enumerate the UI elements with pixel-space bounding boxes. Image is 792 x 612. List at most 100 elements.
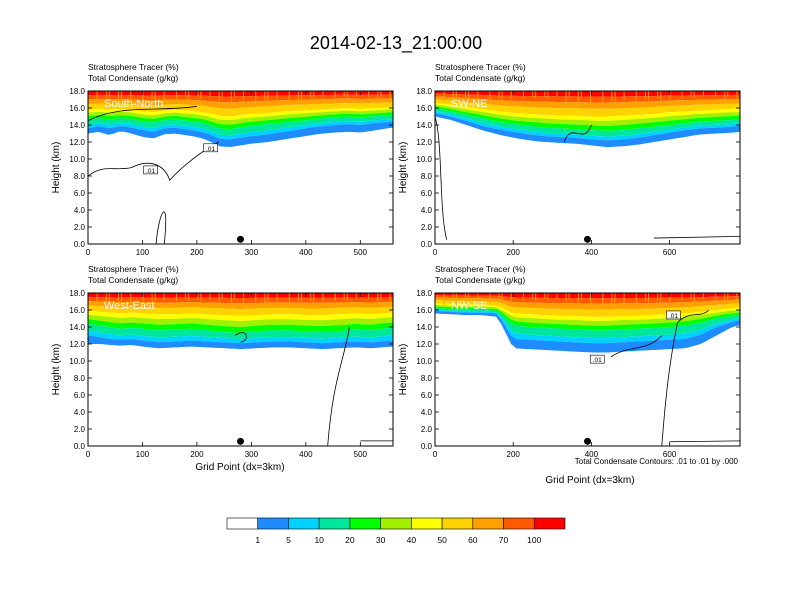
panel-3: West-East Stratosphere Tracer (%)Total Co…	[51, 264, 394, 473]
tracer-band-3	[435, 308, 740, 339]
colorbar-swatch	[441, 517, 474, 530]
tracer-band-5	[435, 104, 740, 126]
tracer-band-1	[88, 121, 393, 147]
section-label: West-East	[104, 300, 155, 312]
y-tick-label: 2.0	[74, 425, 86, 434]
tracer-band-6	[435, 102, 740, 121]
tracer-band-8	[435, 297, 740, 310]
x-axis-label: Grid Point (dx=3km)	[195, 462, 284, 473]
condensate-contours	[88, 105, 219, 244]
y-tick-label: 16.0	[69, 104, 85, 113]
colorbar-label: 50	[437, 535, 447, 545]
colorbar-label: 70	[499, 535, 509, 545]
plot-frame	[87, 90, 394, 245]
tracer-band-5	[88, 314, 393, 327]
colorbar-label: 30	[376, 535, 386, 545]
x-tick-label: 600	[663, 450, 677, 459]
colorbar-swatch	[318, 517, 351, 530]
tracer-band-7	[88, 305, 393, 316]
x-tick-label: 400	[585, 248, 599, 257]
x-tick-label: 0	[433, 450, 438, 459]
y-tick-label: 16.0	[69, 306, 85, 315]
y-tick-label: 0.0	[74, 240, 86, 249]
y-tick-label: 14.0	[69, 323, 85, 332]
section-label: South-North	[104, 98, 163, 110]
tracer-band-2	[435, 111, 740, 141]
colorbar-label: 20	[345, 535, 355, 545]
location-marker	[237, 437, 244, 445]
tracer-fill	[435, 293, 740, 446]
colorbar-swatch	[288, 517, 320, 530]
contour-line	[88, 141, 219, 182]
tracer-band-4	[435, 106, 740, 131]
panels: .01 .01 South-North Stratosphere Tracer (%)…	[51, 62, 741, 486]
y-tick-label: 2.0	[421, 223, 433, 232]
x-tick-label: 100	[136, 248, 150, 257]
y-tick-label: 18.0	[69, 87, 85, 96]
x-tick-label: 0	[433, 248, 438, 257]
colorbar-swatch	[503, 517, 535, 530]
y-tick-label: 8.0	[421, 374, 433, 383]
section-label: SW-NE	[451, 98, 487, 110]
tracer-band-2	[88, 330, 393, 344]
tracer-band-3	[88, 114, 393, 136]
tracer-fill	[435, 91, 740, 244]
colorbar: 1 5 10 20 30 40 50 60 70 100	[226, 517, 566, 545]
location-marker	[584, 437, 591, 445]
colorbar-label: 100	[527, 535, 541, 545]
x-tick-label: 300	[245, 248, 259, 257]
y-tick-label: 12.0	[416, 340, 432, 349]
y-axis-label: Height (km)	[51, 344, 62, 396]
contour-note: Total Condensate Contours: .01 to .01 by…	[575, 457, 739, 466]
y-tick-label: 4.0	[421, 408, 433, 417]
contour-line	[234, 332, 247, 343]
section-label: NW-SE	[451, 300, 487, 312]
plot-frame	[434, 292, 741, 447]
colorbar-swatch	[533, 517, 566, 530]
y-tick-label: 8.0	[421, 172, 433, 181]
tracer-band-8	[88, 98, 393, 109]
figure-title: 2014-02-13_21:00:00	[310, 33, 482, 54]
y-tick-label: 8.0	[74, 374, 86, 383]
tracer-band-4	[435, 306, 740, 331]
contour-label-box	[589, 354, 605, 364]
y-tick-label: 10.0	[69, 357, 85, 366]
y-axis-label: Height (km)	[398, 344, 409, 396]
contour-line	[653, 235, 740, 239]
location-marker	[237, 235, 244, 243]
condensate-contours	[435, 116, 740, 240]
tracer-band-3	[88, 323, 393, 340]
tracer-band-3	[435, 108, 740, 137]
colorbar-label: 1	[255, 535, 260, 545]
tracer-band-2	[88, 118, 393, 140]
tracer-band-7	[435, 99, 740, 117]
contour-label: .01	[593, 357, 602, 364]
tracer-band-1	[435, 113, 740, 148]
colorbar-swatch	[411, 517, 443, 530]
x-tick-label: 200	[190, 248, 204, 257]
y-tick-label: 6.0	[74, 391, 86, 400]
x-tick-label: 100	[136, 450, 150, 459]
contour-line	[661, 309, 710, 446]
x-tick-label: 0	[86, 450, 91, 459]
contour-label: .01	[146, 168, 155, 175]
plot-frame	[87, 292, 394, 447]
y-axis-label: Height (km)	[398, 142, 409, 194]
y-tick-label: 4.0	[74, 206, 86, 215]
colorbar-swatch	[472, 517, 504, 530]
location-marker	[584, 235, 591, 243]
tracer-band-6	[88, 310, 393, 321]
y-tick-label: 14.0	[416, 323, 432, 332]
y-tick-label: 10.0	[416, 357, 432, 366]
y-tick-label: 0.0	[421, 442, 433, 451]
panel-2: SW-NE Stratosphere Tracer (%)Total Conden…	[398, 62, 741, 257]
contour-line	[155, 211, 167, 244]
x-tick-label: 200	[507, 248, 521, 257]
x-tick-label: 500	[354, 450, 368, 459]
y-tick-label: 10.0	[69, 155, 85, 164]
x-tick-label: 400	[585, 450, 599, 459]
colorbar-swatch	[349, 517, 381, 530]
panel-title-line: Total Condensate (g/kg)	[88, 73, 178, 83]
